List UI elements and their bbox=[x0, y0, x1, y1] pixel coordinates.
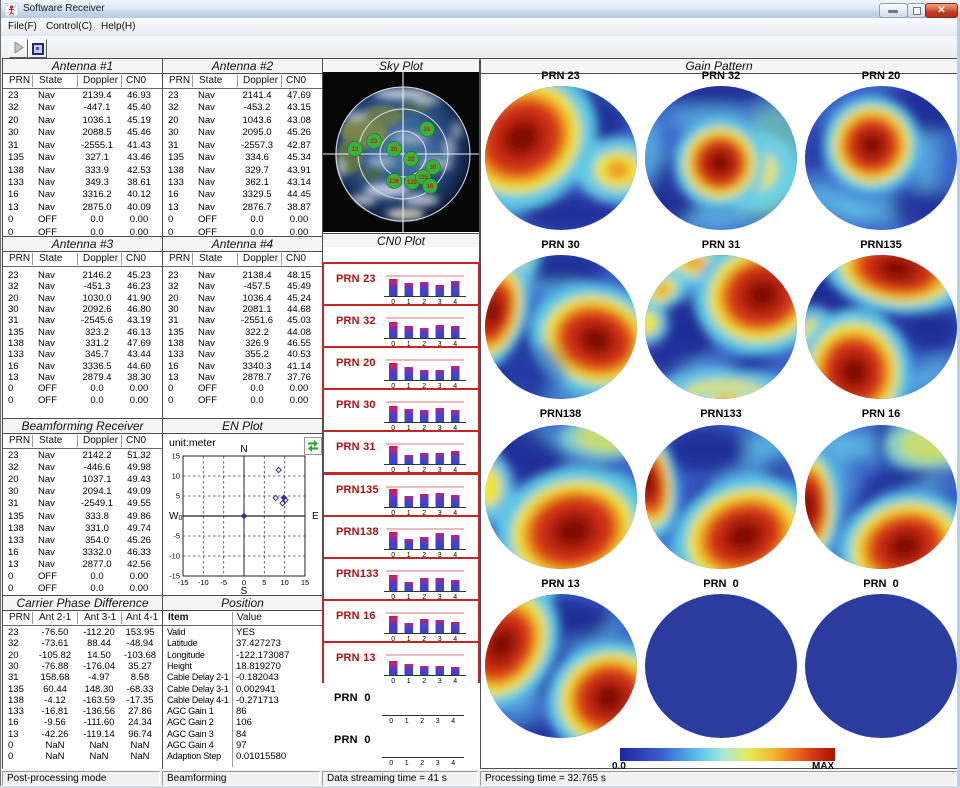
svg-text:10: 10 bbox=[281, 578, 289, 587]
svg-text:4: 4 bbox=[453, 425, 457, 431]
svg-text:4: 4 bbox=[453, 341, 457, 347]
svg-text:3: 3 bbox=[438, 678, 442, 684]
svg-text:4: 4 bbox=[451, 718, 455, 724]
svg-text:1: 1 bbox=[407, 510, 411, 516]
svg-text:4: 4 bbox=[453, 678, 457, 684]
svg-text:0: 0 bbox=[389, 718, 393, 724]
svg-text:-10: -10 bbox=[198, 578, 209, 587]
svg-text:1: 1 bbox=[407, 552, 411, 558]
svg-text:2: 2 bbox=[422, 425, 426, 431]
svg-text:2: 2 bbox=[422, 552, 426, 558]
svg-text:32: 32 bbox=[408, 157, 415, 163]
svg-text:15: 15 bbox=[172, 452, 180, 461]
svg-text:3: 3 bbox=[438, 425, 442, 431]
svg-text:0: 0 bbox=[391, 636, 395, 642]
svg-text:2: 2 bbox=[422, 467, 426, 473]
svg-text:15: 15 bbox=[301, 578, 309, 587]
svg-text:-15: -15 bbox=[178, 578, 189, 587]
svg-text:30: 30 bbox=[430, 165, 437, 171]
svg-text:135: 135 bbox=[418, 175, 429, 181]
svg-text:2: 2 bbox=[422, 510, 426, 516]
svg-text:2: 2 bbox=[422, 299, 426, 305]
svg-text:N: N bbox=[240, 444, 247, 455]
svg-text:0: 0 bbox=[391, 510, 395, 516]
svg-text:5: 5 bbox=[176, 492, 180, 501]
svg-text:E: E bbox=[312, 511, 319, 522]
svg-text:2: 2 bbox=[420, 718, 424, 724]
svg-text:138: 138 bbox=[389, 179, 400, 185]
svg-text:2: 2 bbox=[422, 594, 426, 600]
svg-text:2: 2 bbox=[422, 636, 426, 642]
svg-text:3: 3 bbox=[438, 383, 442, 389]
svg-text:1: 1 bbox=[407, 467, 411, 473]
svg-text:2: 2 bbox=[422, 678, 426, 684]
svg-text:13: 13 bbox=[352, 147, 359, 153]
svg-text:3: 3 bbox=[436, 760, 440, 766]
svg-text:16: 16 bbox=[427, 184, 434, 190]
svg-text:4: 4 bbox=[453, 636, 457, 642]
svg-text:4: 4 bbox=[453, 299, 457, 305]
svg-text:3: 3 bbox=[438, 552, 442, 558]
svg-text:1: 1 bbox=[407, 341, 411, 347]
svg-text:1: 1 bbox=[407, 383, 411, 389]
svg-text:1: 1 bbox=[405, 760, 409, 766]
svg-text:23: 23 bbox=[371, 139, 378, 145]
svg-text:-15: -15 bbox=[169, 572, 180, 581]
svg-text:-10: -10 bbox=[169, 552, 180, 561]
svg-text:2: 2 bbox=[422, 383, 426, 389]
svg-text:1: 1 bbox=[405, 718, 409, 724]
svg-text:0: 0 bbox=[391, 594, 395, 600]
svg-text:-5: -5 bbox=[220, 578, 227, 587]
svg-text:4: 4 bbox=[453, 383, 457, 389]
svg-text:1: 1 bbox=[407, 636, 411, 642]
svg-text:4: 4 bbox=[453, 510, 457, 516]
svg-text:0: 0 bbox=[391, 425, 395, 431]
svg-text:31: 31 bbox=[424, 127, 431, 133]
svg-text:3: 3 bbox=[438, 636, 442, 642]
svg-text:0: 0 bbox=[391, 467, 395, 473]
svg-text:3: 3 bbox=[438, 510, 442, 516]
svg-text:W0: W0 bbox=[169, 511, 182, 522]
svg-text:S: S bbox=[241, 586, 248, 595]
svg-text:3: 3 bbox=[438, 467, 442, 473]
svg-text:4: 4 bbox=[453, 594, 457, 600]
svg-text:0: 0 bbox=[391, 552, 395, 558]
svg-text:1: 1 bbox=[407, 425, 411, 431]
svg-text:2: 2 bbox=[422, 341, 426, 347]
svg-text:3: 3 bbox=[438, 594, 442, 600]
svg-text:0: 0 bbox=[391, 678, 395, 684]
svg-text:20: 20 bbox=[391, 147, 398, 153]
svg-text:1: 1 bbox=[407, 299, 411, 305]
svg-text:4: 4 bbox=[451, 760, 455, 766]
svg-text:133: 133 bbox=[407, 180, 418, 186]
svg-text:0: 0 bbox=[242, 578, 246, 587]
svg-text:3: 3 bbox=[438, 299, 442, 305]
svg-text:1: 1 bbox=[407, 678, 411, 684]
svg-text:0: 0 bbox=[391, 299, 395, 305]
svg-text:3: 3 bbox=[438, 341, 442, 347]
svg-text:2: 2 bbox=[420, 760, 424, 766]
svg-text:4: 4 bbox=[453, 552, 457, 558]
svg-text:5: 5 bbox=[262, 578, 266, 587]
svg-text:0: 0 bbox=[389, 760, 393, 766]
svg-text:4: 4 bbox=[453, 467, 457, 473]
svg-text:3: 3 bbox=[436, 718, 440, 724]
svg-text:10: 10 bbox=[172, 472, 180, 481]
svg-text:0: 0 bbox=[391, 341, 395, 347]
svg-text:-5: -5 bbox=[173, 532, 180, 541]
svg-text:0: 0 bbox=[391, 383, 395, 389]
svg-text:1: 1 bbox=[407, 594, 411, 600]
